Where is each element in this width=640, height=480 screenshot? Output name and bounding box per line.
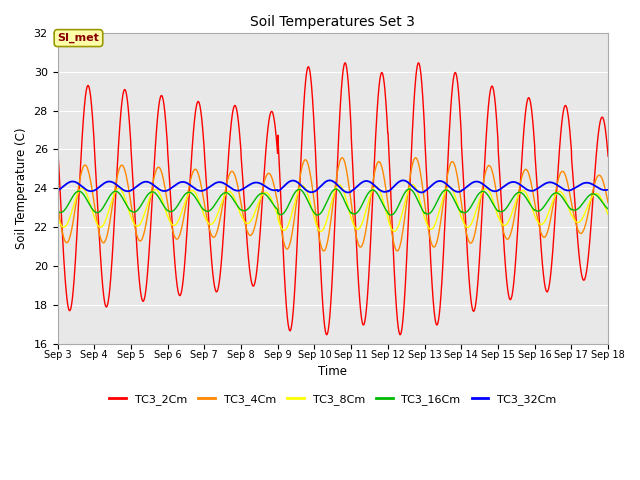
TC3_4Cm bbox=[493, 195, 501, 201]
TC3_2Cm bbox=[207, 251, 215, 257]
Line: TC3_16Cm: TC3_16Cm bbox=[58, 189, 608, 215]
Y-axis label: Soil Temperature (C): Soil Temperature (C) bbox=[15, 128, 28, 249]
TC3_4Cm bbox=[320, 248, 328, 254]
Line: TC3_32Cm: TC3_32Cm bbox=[58, 180, 608, 192]
TC3_16Cm bbox=[604, 206, 612, 212]
TC3_32Cm bbox=[344, 190, 352, 195]
TC3_4Cm bbox=[604, 200, 612, 206]
TC3_8Cm bbox=[335, 182, 343, 188]
TC3_8Cm bbox=[556, 189, 564, 194]
TC3_2Cm bbox=[323, 332, 331, 337]
TC3_4Cm bbox=[339, 155, 346, 161]
TC3_4Cm bbox=[207, 231, 215, 237]
TC3_16Cm bbox=[207, 207, 215, 213]
TC3_16Cm bbox=[361, 196, 369, 202]
TC3_16Cm bbox=[572, 207, 579, 213]
Line: TC3_8Cm: TC3_8Cm bbox=[58, 185, 608, 231]
TC3_2Cm bbox=[493, 125, 501, 131]
TC3_16Cm bbox=[332, 186, 340, 192]
TC3_8Cm bbox=[54, 214, 61, 220]
TC3_16Cm bbox=[349, 211, 357, 216]
TC3_4Cm bbox=[361, 232, 369, 238]
TC3_8Cm bbox=[207, 222, 215, 228]
TC3_32Cm bbox=[207, 183, 215, 189]
TC3_4Cm bbox=[556, 171, 564, 177]
Line: TC3_2Cm: TC3_2Cm bbox=[58, 63, 608, 335]
TC3_2Cm bbox=[572, 204, 579, 210]
TC3_32Cm bbox=[604, 187, 612, 192]
TC3_2Cm bbox=[341, 60, 349, 66]
TC3_32Cm bbox=[556, 184, 564, 190]
TC3_2Cm bbox=[556, 141, 564, 146]
TC3_16Cm bbox=[493, 207, 501, 213]
TC3_32Cm bbox=[361, 178, 369, 184]
TC3_4Cm bbox=[349, 215, 357, 220]
X-axis label: Time: Time bbox=[318, 365, 348, 378]
TC3_8Cm bbox=[572, 218, 579, 224]
TC3_32Cm bbox=[54, 188, 61, 193]
Legend: TC3_2Cm, TC3_4Cm, TC3_8Cm, TC3_16Cm, TC3_32Cm: TC3_2Cm, TC3_4Cm, TC3_8Cm, TC3_16Cm, TC3… bbox=[105, 390, 561, 409]
Title: Soil Temperatures Set 3: Soil Temperatures Set 3 bbox=[250, 15, 415, 29]
TC3_16Cm bbox=[314, 212, 321, 218]
TC3_4Cm bbox=[54, 201, 61, 207]
TC3_8Cm bbox=[493, 211, 501, 217]
TC3_32Cm bbox=[493, 188, 501, 194]
TC3_16Cm bbox=[54, 208, 61, 214]
TC3_2Cm bbox=[361, 317, 369, 323]
TC3_8Cm bbox=[604, 212, 612, 217]
TC3_16Cm bbox=[556, 192, 564, 197]
TC3_8Cm bbox=[349, 221, 357, 227]
Text: SI_met: SI_met bbox=[58, 33, 99, 43]
TC3_32Cm bbox=[572, 185, 579, 191]
TC3_4Cm bbox=[572, 218, 579, 224]
Line: TC3_4Cm: TC3_4Cm bbox=[58, 158, 608, 251]
TC3_32Cm bbox=[326, 178, 333, 183]
TC3_8Cm bbox=[361, 211, 369, 217]
TC3_2Cm bbox=[54, 141, 61, 147]
TC3_8Cm bbox=[317, 228, 324, 234]
TC3_2Cm bbox=[349, 171, 357, 177]
TC3_32Cm bbox=[349, 187, 357, 193]
TC3_2Cm bbox=[604, 154, 612, 159]
